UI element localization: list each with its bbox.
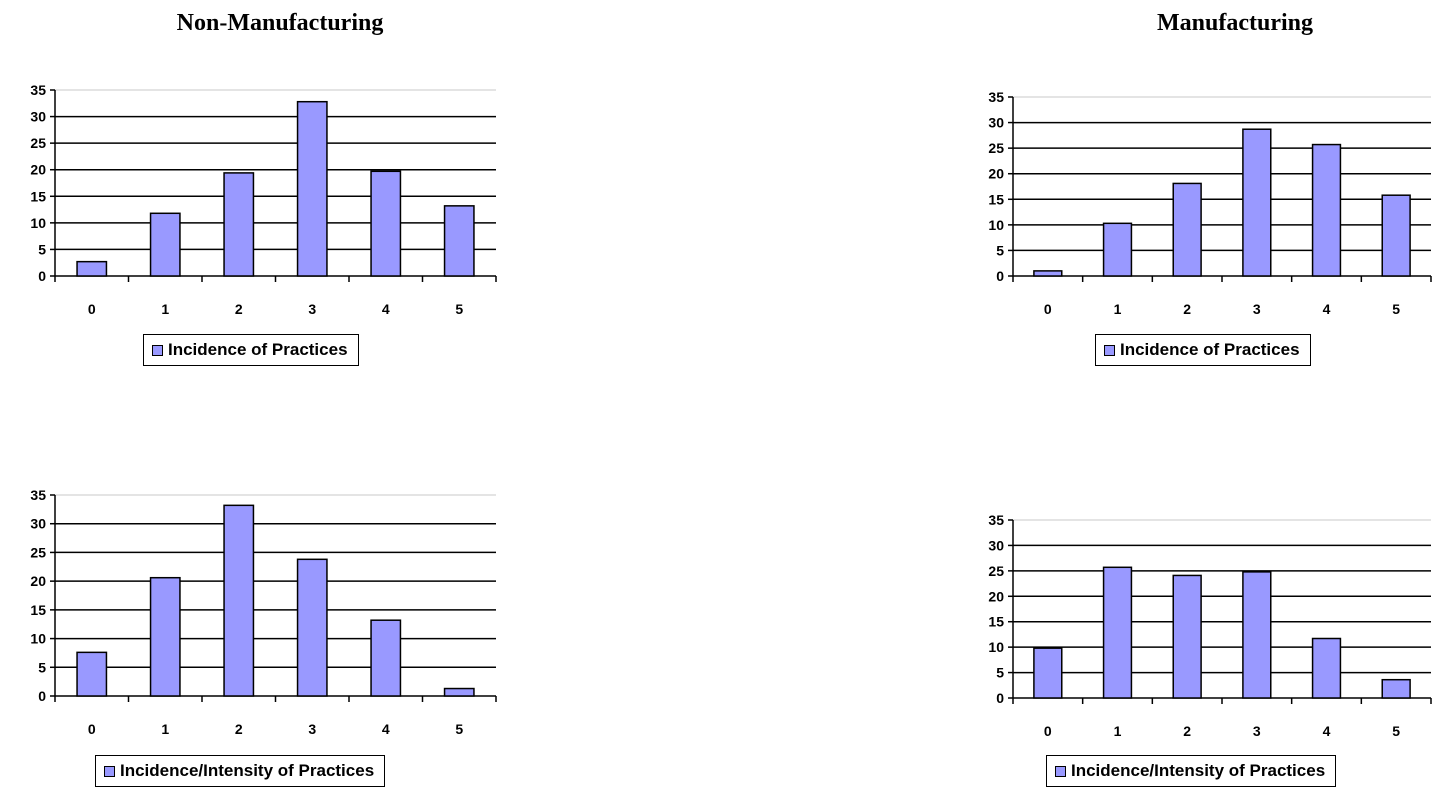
x-tick-label: 4 <box>382 721 390 737</box>
y-tick-label: 30 <box>988 537 1004 553</box>
legend-label: Incidence of Practices <box>168 340 348 359</box>
x-tick-label: 3 <box>1253 723 1261 739</box>
x-tick-label: 4 <box>1323 301 1331 317</box>
y-tick-label: 5 <box>38 241 46 257</box>
legend-swatch <box>104 765 115 777</box>
legend: Incidence of Practices <box>143 334 359 366</box>
legend-label: Incidence/Intensity of Practices <box>120 761 375 780</box>
x-tick-label: 3 <box>308 301 316 317</box>
y-tick-label: 15 <box>30 188 46 204</box>
y-tick-label: 10 <box>988 639 1004 655</box>
y-tick-label: 0 <box>996 690 1004 706</box>
bar-2 <box>1172 182 1202 277</box>
x-tick-label: 1 <box>161 301 169 317</box>
bar-1 <box>149 212 181 277</box>
y-tick-label: 35 <box>988 512 1004 528</box>
bar-2 <box>1172 574 1202 699</box>
legend-swatch <box>152 344 163 356</box>
y-tick-label: 5 <box>996 242 1004 258</box>
bar-3 <box>296 558 328 697</box>
y-tick-label: 0 <box>996 268 1004 284</box>
x-tick-label: 3 <box>308 721 316 737</box>
legend-swatch <box>1055 765 1066 777</box>
x-tick-label: 5 <box>1392 723 1400 739</box>
y-tick-label: 0 <box>38 688 46 704</box>
y-tick-label: 15 <box>988 614 1004 630</box>
x-tick-label: 3 <box>1253 301 1261 317</box>
bar-1 <box>149 576 181 697</box>
x-tick-label: 4 <box>1323 723 1331 739</box>
y-tick-label: 10 <box>30 215 46 231</box>
y-tick-label: 25 <box>30 135 46 151</box>
bar-5 <box>443 205 475 277</box>
x-tick-label: 0 <box>88 721 96 737</box>
bar-1 <box>1102 566 1133 699</box>
title-manufacturing: Manufacturing <box>1157 10 1313 36</box>
bar-2 <box>223 172 255 277</box>
y-tick-label: 35 <box>30 82 46 98</box>
bar-4 <box>1311 637 1342 699</box>
bar-5 <box>443 687 475 697</box>
x-tick-label: 2 <box>1183 723 1191 739</box>
y-tick-label: 20 <box>30 573 46 589</box>
y-tick-label: 10 <box>30 631 46 647</box>
legend: Incidence/Intensity of Practices <box>1046 755 1337 787</box>
bar-4 <box>370 170 402 277</box>
y-tick-label: 30 <box>988 115 1004 131</box>
x-tick-label: 4 <box>382 301 390 317</box>
x-tick-label: 5 <box>455 721 463 737</box>
bar-2 <box>223 504 255 697</box>
y-tick-label: 20 <box>30 162 46 178</box>
y-tick-label: 20 <box>988 166 1004 182</box>
y-tick-label: 35 <box>988 89 1004 105</box>
y-tick-label: 15 <box>988 191 1004 207</box>
legend: Incidence of Practices <box>1095 334 1311 366</box>
y-tick-label: 10 <box>988 217 1004 233</box>
bar-5 <box>1381 678 1411 699</box>
y-tick-label: 25 <box>988 140 1004 156</box>
bar-1 <box>1102 222 1133 277</box>
y-tick-label: 25 <box>988 563 1004 579</box>
x-tick-label: 0 <box>1044 301 1052 317</box>
y-tick-label: 5 <box>38 659 46 675</box>
title-non-manufacturing: Non-Manufacturing <box>176 10 384 36</box>
legend-label: Incidence of Practices <box>1120 340 1300 359</box>
x-tick-label: 2 <box>235 301 243 317</box>
x-tick-label: 1 <box>161 721 169 737</box>
y-tick-label: 35 <box>30 487 46 503</box>
y-tick-label: 5 <box>996 665 1004 681</box>
x-tick-label: 0 <box>1044 723 1052 739</box>
legend-label: Incidence/Intensity of Practices <box>1071 761 1326 780</box>
y-tick-label: 30 <box>30 109 46 125</box>
bar-4 <box>1311 143 1342 277</box>
bar-0 <box>76 651 108 697</box>
bar-4 <box>370 619 402 697</box>
x-tick-label: 0 <box>88 301 96 317</box>
x-tick-label: 2 <box>235 721 243 737</box>
bar-0 <box>76 260 108 277</box>
y-tick-label: 15 <box>30 602 46 618</box>
legend-swatch <box>1104 344 1115 356</box>
bar-0 <box>1033 647 1063 699</box>
y-tick-label: 25 <box>30 544 46 560</box>
bar-3 <box>1242 128 1272 277</box>
x-tick-label: 1 <box>1114 301 1122 317</box>
x-tick-label: 5 <box>1392 301 1400 317</box>
x-tick-label: 5 <box>455 301 463 317</box>
bar-5 <box>1381 194 1411 277</box>
y-tick-label: 20 <box>988 588 1004 604</box>
legend: Incidence/Intensity of Practices <box>95 755 386 787</box>
bar-0 <box>1033 270 1063 277</box>
bar-3 <box>1242 571 1272 699</box>
y-tick-label: 0 <box>38 268 46 284</box>
bar-3 <box>296 100 328 277</box>
x-tick-label: 1 <box>1114 723 1122 739</box>
y-tick-label: 30 <box>30 516 46 532</box>
x-tick-label: 2 <box>1183 301 1191 317</box>
